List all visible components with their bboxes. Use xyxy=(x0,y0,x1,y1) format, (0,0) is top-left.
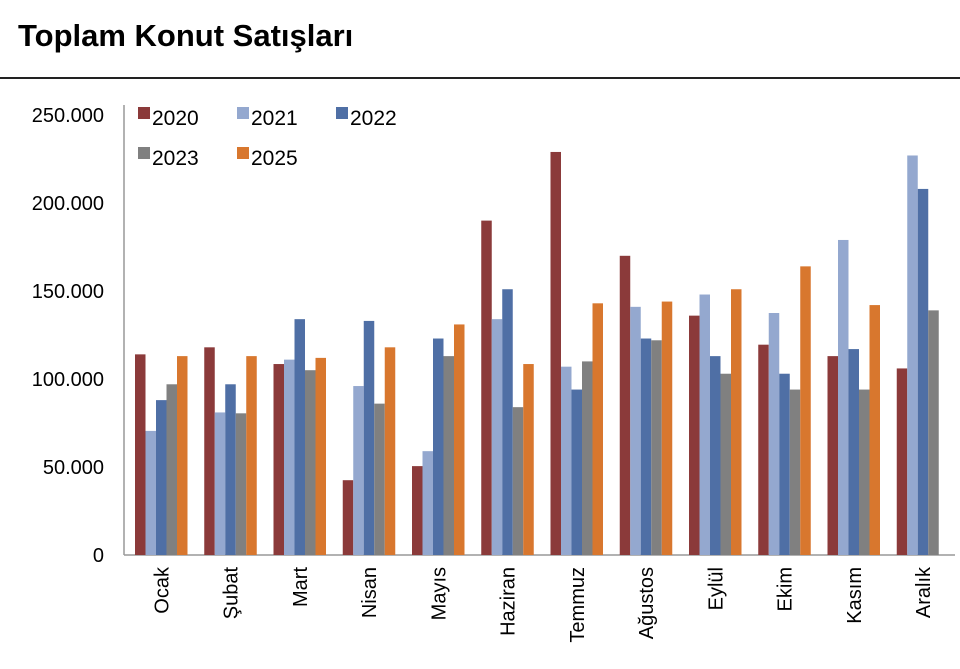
bar-2023-Nisan xyxy=(374,403,385,555)
bar-2021-Ağustos xyxy=(630,306,641,555)
bar-2022-Haziran xyxy=(502,289,513,555)
legend-swatch-2023 xyxy=(138,147,150,159)
bar-2023-Mayıs xyxy=(443,356,454,555)
bar-2025-Mayıs xyxy=(454,324,465,555)
y-tick-label: 100.000 xyxy=(32,369,104,391)
bar-2020-Ekim xyxy=(758,344,769,555)
legend-swatch-2025 xyxy=(237,147,249,159)
bar-2022-Nisan xyxy=(363,320,375,555)
bar-2021-Mayıs xyxy=(422,451,433,555)
y-tick-label: 0 xyxy=(93,545,104,567)
bar-2021-Temmuz xyxy=(561,366,572,555)
x-tick-label: Şubat xyxy=(221,567,243,620)
bar-2025-Kasım xyxy=(869,305,880,555)
bar-2020-Kasım xyxy=(827,356,838,555)
bar-2023-Şubat xyxy=(235,413,247,555)
bar-2021-Nisan xyxy=(353,386,364,555)
x-tick-label: Mart xyxy=(290,567,312,607)
y-tick-label: 150.000 xyxy=(32,281,104,303)
bar-2021-Ocak xyxy=(145,430,156,555)
x-tick-label: Ekim xyxy=(775,567,797,611)
x-tick-label: Nisan xyxy=(359,567,381,618)
y-tick-label: 250.000 xyxy=(32,105,104,127)
bar-2021-Aralık xyxy=(907,155,918,556)
legend-swatch-2022 xyxy=(336,107,348,119)
bar-2020-Şubat xyxy=(204,347,215,555)
bar-2021-Ekim xyxy=(768,313,780,555)
bar-2025-Nisan xyxy=(384,347,396,555)
bar-2022-Ekim xyxy=(779,373,790,555)
legend-label-2025: 2025 xyxy=(251,147,298,170)
bar-2020-Nisan xyxy=(342,480,354,555)
bar-2022-Ağustos xyxy=(640,338,652,555)
bar-2022-Temmuz xyxy=(571,389,582,555)
bar-2022-Mart xyxy=(294,319,305,555)
bar-2022-Mayıs xyxy=(433,338,444,555)
bar-2020-Ağustos xyxy=(619,255,631,556)
x-tick-label: Eylül xyxy=(705,567,727,610)
bar-2025-Eylül xyxy=(731,289,742,555)
bar-2020-Aralık xyxy=(896,368,908,555)
legend-swatch-2021 xyxy=(237,107,249,119)
bar-2023-Haziran xyxy=(512,407,524,555)
bar-2020-Temmuz xyxy=(550,151,561,555)
legend-label-2023: 2023 xyxy=(152,147,199,170)
bar-2023-Ekim xyxy=(789,389,801,555)
bar-2025-Ekim xyxy=(800,266,811,555)
bar-2025-Haziran xyxy=(523,364,534,555)
bar-2020-Eylül xyxy=(689,315,700,555)
bar-2025-Mart xyxy=(315,357,326,555)
legend-label-2022: 2022 xyxy=(350,107,397,130)
bar-2023-Kasım xyxy=(859,389,870,555)
bar-2025-Temmuz xyxy=(592,303,603,555)
legend-label-2021: 2021 xyxy=(251,107,298,130)
bar-2023-Ocak xyxy=(166,384,177,555)
y-tick-label: 50.000 xyxy=(43,457,104,479)
title-divider xyxy=(0,77,960,79)
x-tick-label: Ağustos xyxy=(636,567,658,639)
bar-2021-Haziran xyxy=(491,319,503,555)
bar-2023-Mart xyxy=(305,370,316,555)
bar-2020-Mart xyxy=(273,364,284,555)
legend-label-2020: 2020 xyxy=(152,107,199,130)
bar-2022-Eylül xyxy=(710,356,721,555)
bar-2021-Eylül xyxy=(699,294,710,555)
bar-2025-Ocak xyxy=(177,356,188,555)
x-tick-label: Kasım xyxy=(844,567,866,624)
bar-2023-Temmuz xyxy=(582,361,593,555)
x-tick-label: Ocak xyxy=(151,566,173,614)
bar-2022-Şubat xyxy=(225,384,236,555)
bar-2025-Ağustos xyxy=(661,301,673,555)
bar-2023-Eylül xyxy=(720,373,731,555)
bar-2022-Ocak xyxy=(156,400,167,555)
bar-2020-Ocak xyxy=(135,354,146,555)
bar-2025-Şubat xyxy=(246,356,257,555)
bar-2023-Aralık xyxy=(928,310,939,555)
x-tick-label: Temmuz xyxy=(567,567,589,643)
x-tick-label: Haziran xyxy=(498,567,520,636)
x-tick-label: Mayıs xyxy=(428,567,450,620)
bar-2023-Ağustos xyxy=(651,340,662,555)
chart-title: Toplam Konut Satışları xyxy=(18,18,354,53)
bar-2021-Şubat xyxy=(214,412,226,555)
x-tick-label: Aralık xyxy=(913,566,935,618)
bar-2022-Kasım xyxy=(848,349,859,555)
y-tick-label: 200.000 xyxy=(32,193,104,215)
legend-swatch-2020 xyxy=(138,107,150,119)
bar-2020-Haziran xyxy=(481,220,492,555)
bar-2021-Kasım xyxy=(838,239,849,555)
bar-2020-Mayıs xyxy=(412,466,423,555)
bar-2021-Mart xyxy=(284,359,295,555)
bar-2022-Aralık xyxy=(917,188,929,556)
